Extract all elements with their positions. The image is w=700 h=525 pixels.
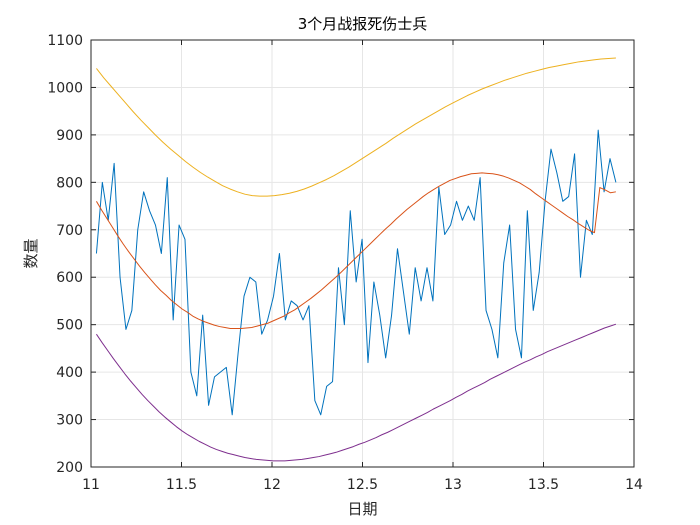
y-tick-label: 1100: [47, 33, 83, 49]
series-line-1: [95, 129, 617, 416]
y-tick-label: 500: [56, 318, 83, 334]
x-tick-label: 12.5: [347, 477, 378, 493]
ticks: 11 11.5 12 12.5 13 13.5 14 200 300 400 500 600 700 80…: [47, 33, 643, 493]
series-line-2: [96, 172, 616, 329]
y-tick-label: 800: [56, 175, 83, 191]
series-line-4: [96, 323, 617, 462]
x-axis-title: 日期: [347, 500, 377, 518]
x-tick-label: 12: [263, 477, 281, 493]
x-tick-label: 11.5: [166, 477, 197, 493]
x-tick-label: 13.5: [528, 477, 559, 493]
series-line-3: [96, 57, 616, 197]
y-tick-label: 300: [56, 413, 83, 429]
chart-title: 3个月战报死伤士兵: [298, 15, 428, 33]
y-tick-label: 600: [56, 270, 83, 286]
y-axis-title: 数量: [22, 238, 40, 268]
y-tick-label: 700: [56, 223, 83, 239]
x-tick-label: 11: [82, 477, 100, 493]
y-tick-label: 900: [56, 128, 83, 144]
x-tick-label: 13: [444, 477, 462, 493]
series-layer: [95, 57, 617, 462]
y-tick-label: 400: [56, 365, 83, 381]
y-tick-label: 1000: [47, 80, 83, 96]
x-tick-label: 14: [625, 477, 643, 493]
y-tick-label: 200: [56, 460, 83, 476]
